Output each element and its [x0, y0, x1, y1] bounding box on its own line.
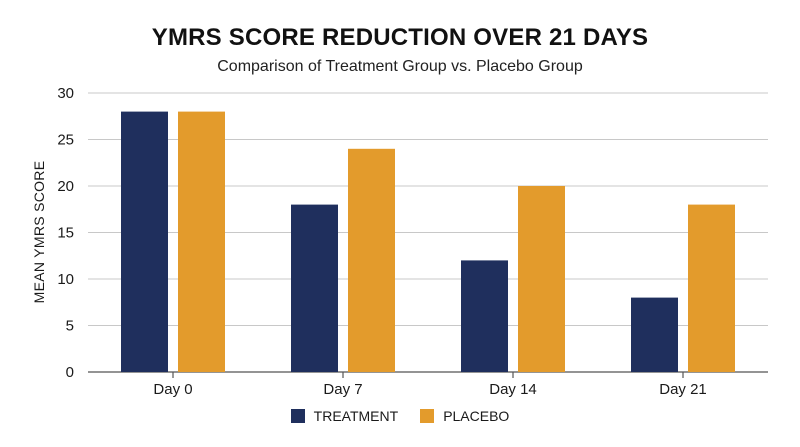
chart-title: YMRS SCORE REDUCTION OVER 21 DAYS	[151, 24, 649, 51]
y-tick-label: 20	[57, 178, 74, 195]
bar-treatment-day-0	[121, 111, 168, 372]
x-tick-label: Day 0	[153, 381, 192, 398]
y-tick-label: 30	[57, 85, 74, 102]
bar-placebo-day-14	[518, 186, 565, 372]
bar-placebo-day-21	[688, 204, 735, 372]
x-tick-label: Day 7	[323, 381, 362, 398]
legend-item-placebo: PLACEBO	[420, 408, 509, 424]
y-tick-label: 25	[57, 132, 74, 149]
legend-swatch-placebo	[420, 409, 435, 423]
x-tick-label: Day 14	[489, 381, 537, 398]
x-tick-label: Day 21	[659, 381, 707, 398]
legend-label-treatment: TREATMENT	[313, 408, 399, 424]
y-tick-label: 10	[57, 271, 74, 288]
y-tick-label: 15	[57, 225, 74, 242]
legend-item-treatment: TREATMENT	[290, 408, 399, 424]
bar-treatment-day-7	[291, 204, 338, 372]
legend-swatch-treatment	[290, 409, 305, 423]
legend-label-placebo: PLACEBO	[443, 408, 510, 424]
y-tick-label: 5	[66, 318, 74, 335]
bar-placebo-day-7	[348, 148, 395, 372]
bar-placebo-day-0	[178, 111, 225, 372]
y-tick-label: 0	[66, 364, 74, 381]
chart-subtitle: Comparison of Treatment Group vs. Placeb…	[217, 58, 583, 75]
y-axis-label: MEAN YMRS SCORE	[31, 161, 47, 304]
bar-treatment-day-21	[631, 297, 678, 372]
bar-treatment-day-14	[461, 260, 508, 372]
legend: TREATMENT PLACEBO	[0, 408, 800, 424]
